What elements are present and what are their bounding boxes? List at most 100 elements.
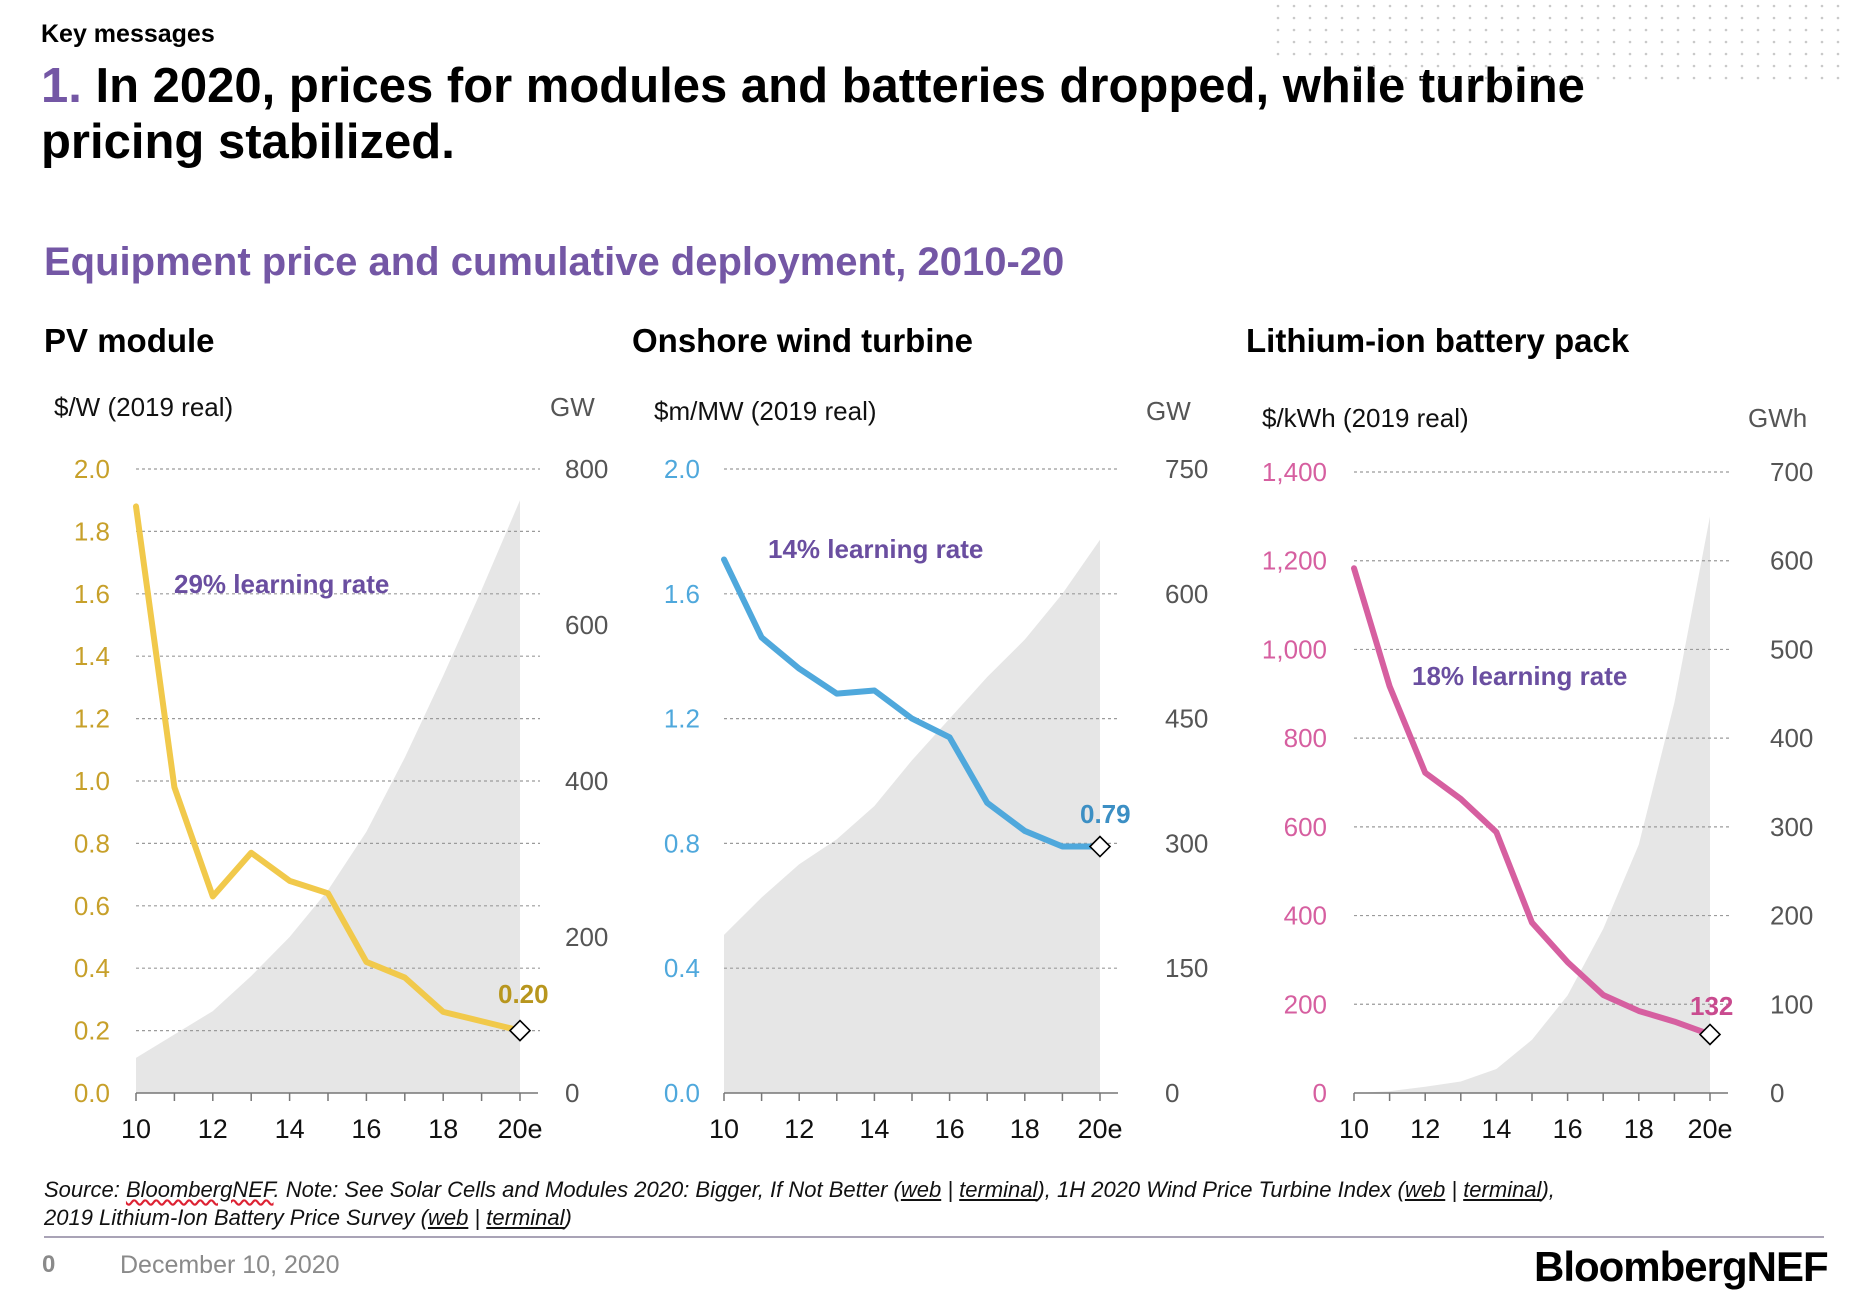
pattern-dot	[1388, 64, 1392, 68]
pattern-dot	[1420, 76, 1424, 80]
pattern-dot	[1692, 4, 1696, 8]
y2-tick-label: 600	[1770, 546, 1813, 576]
x-tick-label: 20e	[1687, 1114, 1732, 1144]
pattern-dot	[1756, 28, 1760, 32]
link-terminal-battery[interactable]: terminal	[486, 1205, 565, 1230]
pattern-dot	[1516, 76, 1520, 80]
pattern-dot	[1596, 52, 1600, 56]
pattern-dot	[1548, 4, 1552, 8]
page-number: 0	[42, 1251, 56, 1278]
y-tick-label: 1.6	[664, 579, 700, 609]
pattern-dot	[1452, 76, 1456, 80]
pattern-dot	[1836, 40, 1840, 44]
pattern-dot	[1580, 40, 1584, 44]
pattern-dot	[1628, 28, 1632, 32]
pattern-dot	[1564, 52, 1568, 56]
y2-tick-label: 300	[1165, 828, 1208, 858]
pattern-dot	[1404, 16, 1408, 20]
y-tick-label: 0.4	[74, 953, 110, 983]
pattern-dot	[1596, 64, 1600, 68]
end-point-marker	[1088, 835, 1112, 858]
pattern-dot	[1532, 40, 1536, 44]
pattern-dot	[1580, 76, 1584, 80]
end-value-label: 0.79	[1080, 799, 1131, 829]
pattern-dot	[1612, 76, 1616, 80]
pattern-dot	[1324, 52, 1328, 56]
pattern-dot	[1436, 64, 1440, 68]
pattern-dot	[1452, 52, 1456, 56]
x-tick-label: 18	[1624, 1114, 1654, 1144]
chart-panel-2: 0.0 0.4 0.8 1.2 1.6 2.0 0 150 300 450 600 750 $m/MW …	[654, 396, 1208, 1144]
y-tick-label: 200	[1284, 989, 1327, 1019]
pattern-dot	[1292, 52, 1296, 56]
pattern-dot	[1628, 64, 1632, 68]
footnote-line2: 2019 Lithium-Ion Battery Price Survey (	[44, 1205, 428, 1230]
pattern-dot	[1372, 52, 1376, 56]
pattern-dot	[1340, 52, 1344, 56]
footer-divider	[44, 1236, 1824, 1238]
pattern-dot	[1836, 64, 1840, 68]
pattern-dot	[1436, 16, 1440, 20]
pattern-dot	[1804, 76, 1808, 80]
end-point-marker	[508, 1019, 532, 1042]
pattern-dot	[1644, 76, 1648, 80]
y2-tick-label: 200	[565, 922, 608, 952]
y-axis-unit: $/W (2019 real)	[54, 392, 233, 422]
pattern-dot	[1772, 16, 1776, 20]
pattern-dot	[1676, 4, 1680, 8]
headline: 1. In 2020, prices for modules and batte…	[41, 58, 1681, 170]
pattern-dot	[1692, 52, 1696, 56]
pattern-dot	[1772, 40, 1776, 44]
pattern-dot	[1644, 40, 1648, 44]
y2-tick-label: 800	[565, 454, 608, 484]
y-tick-label: 1.8	[74, 516, 110, 546]
charts-canvas: 0.0 0.2 0.4 0.6 0.8 1.0 1.2 1.4 1.6 1.8 2.0 0 200 400…	[54, 392, 1813, 1144]
pattern-dot	[1404, 4, 1408, 8]
link-web-battery[interactable]: web	[427, 1205, 469, 1230]
pattern-dot	[1644, 64, 1648, 68]
pattern-dot	[1660, 4, 1664, 8]
pattern-dot	[1756, 4, 1760, 8]
footnote: Source: BloombergNEF. Note: See Solar Ce…	[44, 1176, 1644, 1232]
pattern-dot	[1612, 16, 1616, 20]
pattern-dot	[1788, 28, 1792, 32]
pattern-dot	[1468, 16, 1472, 20]
pattern-dot	[1484, 64, 1488, 68]
y2-tick-label: 400	[565, 766, 608, 796]
pattern-dot	[1468, 52, 1472, 56]
link-terminal-wind[interactable]: terminal	[1463, 1177, 1542, 1202]
pattern-dot	[1516, 52, 1520, 56]
link-web-solar[interactable]: web	[900, 1177, 942, 1202]
pattern-dot	[1820, 40, 1824, 44]
pattern-dot	[1308, 28, 1312, 32]
pattern-dot	[1324, 40, 1328, 44]
y-tick-label: 1,200	[1262, 546, 1327, 576]
pattern-dot	[1340, 16, 1344, 20]
pattern-dot	[1580, 52, 1584, 56]
pattern-dot	[1612, 4, 1616, 8]
pattern-dot	[1276, 52, 1280, 56]
pattern-dot	[1756, 76, 1760, 80]
pattern-dot	[1484, 76, 1488, 80]
link-web-wind[interactable]: web	[1404, 1177, 1446, 1202]
pattern-dot	[1484, 16, 1488, 20]
learning-rate-annotation: 18% learning rate	[1412, 661, 1627, 691]
pattern-dot	[1564, 4, 1568, 8]
pattern-dot	[1356, 16, 1360, 20]
y2-tick-label: 450	[1165, 704, 1208, 734]
x-tick-label: 14	[1481, 1114, 1511, 1144]
pattern-dot	[1564, 16, 1568, 20]
pattern-dot	[1836, 52, 1840, 56]
pattern-dot	[1356, 76, 1360, 80]
y-tick-label: 0.6	[74, 891, 110, 921]
price-line	[721, 556, 1103, 850]
pattern-dot	[1724, 28, 1728, 32]
pattern-dot	[1276, 28, 1280, 32]
pattern-dot	[1724, 76, 1728, 80]
pattern-dot	[1356, 28, 1360, 32]
pattern-dot	[1628, 16, 1632, 20]
link-terminal-solar[interactable]: terminal	[959, 1177, 1038, 1202]
pattern-dot	[1532, 52, 1536, 56]
pattern-dot	[1404, 52, 1408, 56]
pattern-dot	[1772, 28, 1776, 32]
